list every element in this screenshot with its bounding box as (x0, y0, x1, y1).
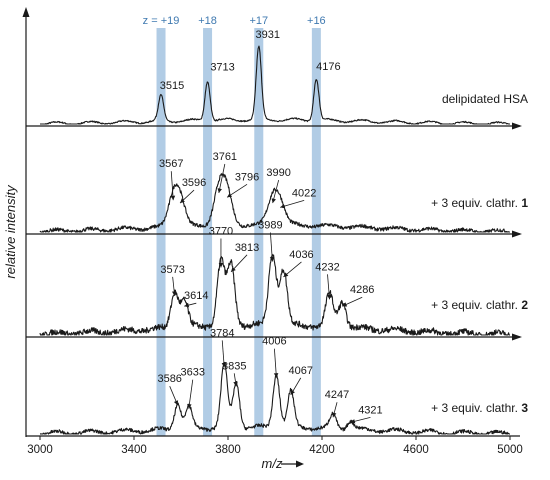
x-axis-title: m/z (262, 456, 283, 471)
peak-label: 3784 (210, 327, 234, 339)
peak-arrow-head (171, 291, 177, 296)
peak-label: 3761 (213, 151, 237, 163)
peak-arrow-head (233, 381, 238, 387)
spectrum-trace (39, 173, 511, 233)
x-axis-title-arrow-head (296, 460, 304, 468)
x-tick-label: 5000 (497, 444, 523, 456)
peak-label: 3614 (184, 290, 208, 302)
peak-arrow-head (170, 195, 176, 201)
peak-label: 4067 (289, 365, 313, 377)
peak-arrow-head (173, 400, 179, 406)
trace-name: + 3 equiv. clathr. 1 (431, 196, 528, 210)
peak-arrow-head (350, 419, 356, 424)
trace-name: + 3 equiv. clathr. 3 (431, 401, 528, 415)
charge-band (311, 28, 321, 436)
x-tick-label: 3000 (27, 444, 53, 456)
peak-label: 4232 (315, 261, 339, 273)
peak-label: 4006 (262, 336, 286, 348)
x-tick-label: 3800 (215, 444, 241, 456)
charge-state-label: +18 (198, 15, 217, 27)
charge-state-labels: z = +19 +18 +17 +16 (143, 15, 326, 27)
peak-arrow (170, 171, 174, 201)
peak-label: 3835 (222, 360, 246, 372)
charge-state-label: +17 (249, 15, 268, 27)
compound-number: 1 (521, 196, 528, 210)
peak-arrow (221, 340, 225, 368)
peak-arrow-head (218, 263, 224, 268)
trace-name-text: delipidated HSA (442, 92, 528, 106)
peak-label: 3567 (159, 158, 183, 170)
peak-arrow-head (217, 188, 222, 193)
compound-number: 3 (521, 401, 528, 415)
x-tick-label: 4600 (403, 444, 429, 456)
trace-names: delipidated HSA+ 3 equiv. clathr. 1+ 3 e… (431, 92, 528, 415)
peak-label: 4022 (292, 187, 316, 199)
peak-label: 4176 (316, 61, 340, 73)
x-tick-label: 3400 (121, 444, 147, 456)
peak-arrow-head (271, 198, 276, 204)
peak-arrow-head (227, 192, 233, 198)
peak-label: 3770 (209, 226, 233, 238)
trace-name-text: + 3 equiv. clathr. (431, 401, 521, 415)
trace-name: + 3 equiv. clathr. 2 (431, 298, 528, 312)
charge-state-label: +16 (307, 15, 326, 27)
peak-arrow (188, 379, 194, 409)
peak-label: 3931 (256, 29, 280, 41)
charge-band (203, 28, 213, 436)
peak-arrow-head (290, 389, 295, 395)
peak-label: 3573 (160, 264, 184, 276)
peak-arrow-head (342, 302, 348, 307)
peak-arrow (270, 232, 273, 262)
panel-baseline-arrow (512, 333, 522, 341)
peak-label: 3990 (266, 167, 290, 179)
peak-arrow-head (326, 294, 332, 300)
peak-label: 4321 (358, 404, 382, 416)
peak-arrow-head (273, 373, 279, 378)
charge-state-label: z = +19 (143, 15, 180, 27)
spectrum-trace (39, 45, 511, 125)
peak-label: 3989 (258, 219, 282, 231)
charge-band (254, 28, 264, 436)
compound-number: 2 (521, 298, 528, 312)
peak-label: 4036 (289, 249, 313, 261)
peak-arrow (274, 348, 277, 378)
peak-arrow-head (231, 267, 236, 272)
peak-arrow-head (280, 203, 286, 209)
peak-label: 3813 (235, 242, 259, 254)
y-axis-title: relative intensity (3, 184, 18, 279)
panel-baseline-arrow (512, 230, 522, 238)
spectrum-trace (39, 361, 511, 435)
charge-band (156, 28, 166, 436)
panel-baseline-arrow (512, 122, 522, 130)
peak-arrow-head (180, 198, 185, 204)
trace-name-text: + 3 equiv. clathr. (431, 298, 521, 312)
peak-arrow-head (331, 412, 337, 418)
peak-label: 3713 (210, 61, 234, 73)
x-tick-labels: 3000 3400 3800 4200 4600 5000 (27, 444, 523, 456)
trace-name-text: + 3 equiv. clathr. (431, 196, 521, 210)
axes (22, 7, 522, 468)
y-axis-arrow (22, 7, 30, 17)
peak-arrow-head (187, 403, 192, 409)
spectrum-traces (39, 45, 511, 435)
peak-label: 4247 (325, 389, 349, 401)
peak-label: 3515 (160, 80, 184, 92)
spectrum-trace (39, 253, 511, 336)
peak-label: 4286 (350, 284, 374, 296)
peak-label: 3633 (181, 367, 205, 379)
peak-arrow-head (269, 256, 275, 262)
charge-state-bands (156, 28, 321, 436)
peak-label: 3796 (235, 171, 259, 183)
peak-arrow-head (221, 362, 227, 368)
peak-label: 3586 (157, 373, 181, 385)
trace-name: delipidated HSA (442, 92, 528, 106)
peak-label: 3596 (182, 177, 206, 189)
peak-annotations: 3515 3713 3931 4176 3567 3596 3761 3796 39904022… (157, 29, 383, 424)
peak-arrow-head (283, 272, 289, 277)
x-tick-label: 4200 (309, 444, 335, 456)
peak-arrow (218, 163, 226, 194)
peak-arrow-head (184, 302, 190, 308)
